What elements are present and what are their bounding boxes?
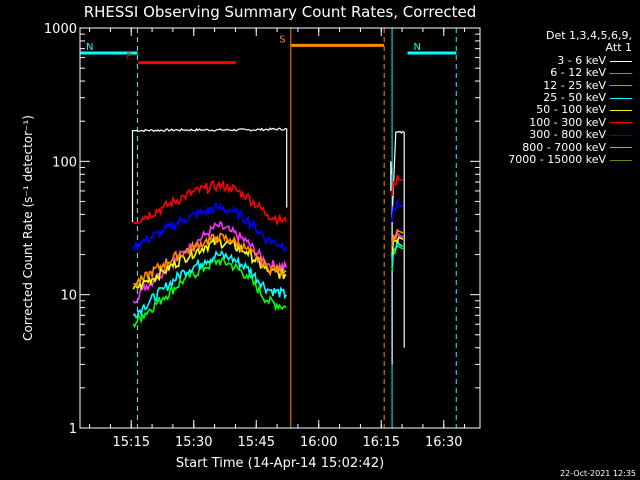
legend-swatch-1 xyxy=(610,72,632,74)
plot-frame xyxy=(79,27,481,429)
y-axis-ticks: 1 10 100 1000 xyxy=(44,22,480,437)
legend-label-2: 12 - 25 keV xyxy=(543,78,606,92)
legend-entry-4: 50 - 100 keV xyxy=(484,103,636,117)
x-axis-label: Start Time (14-Apr-14 15:02:42) xyxy=(176,456,384,471)
legend-label-4: 50 - 100 keV xyxy=(536,103,606,117)
data-series xyxy=(131,127,405,365)
legend-entry-0: 3 - 6 keV xyxy=(484,53,636,67)
legend-swatch-4 xyxy=(610,110,632,112)
legend-entry-3: 25 - 50 keV xyxy=(484,90,636,104)
legend-entry-1: 6 - 12 keV xyxy=(484,66,636,80)
series-3-6-kev-segment-2 xyxy=(391,130,405,365)
legend-label-7: 800 - 7000 keV xyxy=(522,140,606,154)
series-800-7000-kev-segment-0 xyxy=(133,232,287,289)
y-tick-label-0: 1 xyxy=(69,422,77,437)
annotation-label-n-0: N xyxy=(86,42,93,53)
legend-swatch-8 xyxy=(610,159,632,161)
x-tick-label-5: 16:30 xyxy=(425,435,462,450)
legend-swatch-7 xyxy=(610,147,632,149)
legend-entry-5: 100 - 300 keV xyxy=(484,115,636,129)
legend: Det 1,3,4,5,6,9, Att 1 3 - 6 keV 6 - 12 k… xyxy=(484,29,636,167)
legend-label-0: 3 - 6 keV xyxy=(557,53,606,67)
series-12-25-kev-segment-0 xyxy=(132,255,287,329)
annotation-label-n-1: N xyxy=(414,42,421,53)
legend-label-6: 300 - 800 keV xyxy=(529,128,606,142)
series-3-6-kev-segment-0 xyxy=(131,127,288,223)
legend-swatch-3 xyxy=(610,97,632,99)
legend-swatch-6 xyxy=(610,134,632,136)
y-tick-label-1: 10 xyxy=(60,289,77,304)
x-axis-ticks: 15:15 15:30 15:45 16:00 16:15 16:30 xyxy=(89,28,466,450)
legend-rows: 3 - 6 keV 6 - 12 keV 12 - 25 keV 25 - 50 ke… xyxy=(484,53,636,167)
footer-timestamp: 22-Oct-2021 12:35 xyxy=(560,469,636,478)
series-25-50-kev-segment-0 xyxy=(132,249,287,319)
legend-header-line-2: Att 1 xyxy=(605,41,632,55)
series-800-7000-kev-segment-1 xyxy=(391,228,404,247)
annotation-label-f-2: F xyxy=(126,52,132,63)
series-100-300-kev-segment-0 xyxy=(132,179,288,226)
x-tick-label-3: 16:00 xyxy=(300,435,337,450)
series-300-800-kev-segment-1 xyxy=(391,197,404,223)
legend-label-5: 100 - 300 keV xyxy=(529,115,606,129)
legend-header-line-1: Det 1,3,4,5,6,9, xyxy=(545,29,632,42)
annotation-label-s-3: S xyxy=(279,34,285,45)
legend-entry-8: 7000 - 15000 keV xyxy=(484,152,636,166)
legend-entry-7: 800 - 7000 keV xyxy=(484,140,636,154)
series-100-300-kev-segment-1 xyxy=(391,175,404,197)
y-axis-label: Corrected Count Rate (s⁻¹ detector⁻¹) xyxy=(21,115,35,341)
x-tick-label-2: 15:45 xyxy=(238,435,275,450)
series-300-800-kev-segment-0 xyxy=(132,202,288,253)
legend-swatch-2 xyxy=(610,85,632,87)
y-tick-label-3: 1000 xyxy=(44,22,77,37)
chart-title: RHESSI Observing Summary Count Rates, Co… xyxy=(84,3,477,21)
legend-swatch-0 xyxy=(610,60,632,62)
legend-entry-2: 12 - 25 keV xyxy=(484,78,636,92)
y-tick-label-2: 100 xyxy=(52,155,77,170)
x-tick-label-1: 15:30 xyxy=(175,435,212,450)
x-tick-label-4: 16:15 xyxy=(363,435,400,450)
plot-axes xyxy=(79,27,481,429)
vertical-markers xyxy=(79,28,457,428)
legend-label-1: 6 - 12 keV xyxy=(550,66,606,80)
legend-label-3: 25 - 50 keV xyxy=(543,90,606,104)
state-annotations: N N F S xyxy=(80,34,457,65)
legend-swatch-5 xyxy=(610,122,632,124)
series-3-6-kev-segment-1 xyxy=(390,161,392,191)
legend-entry-6: 300 - 800 keV xyxy=(484,128,636,142)
x-tick-label-0: 15:15 xyxy=(113,435,150,450)
legend-label-8: 7000 - 15000 keV xyxy=(508,152,606,166)
